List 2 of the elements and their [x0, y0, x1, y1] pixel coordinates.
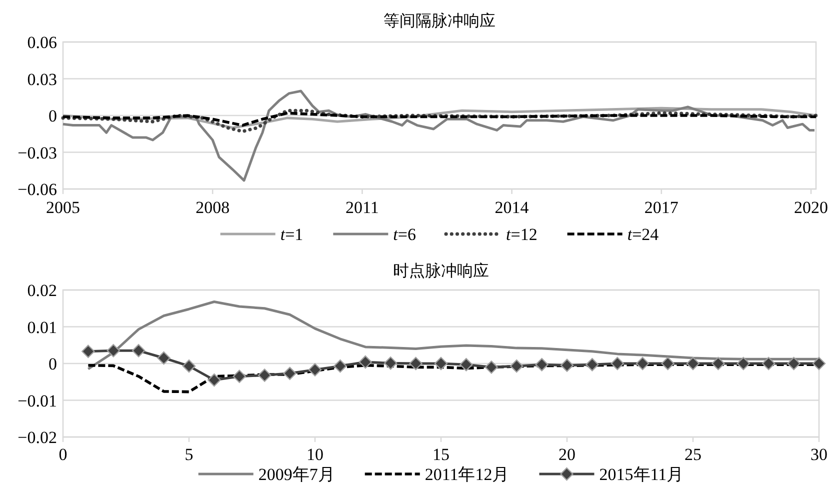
- title: 时点脉冲响应: [393, 263, 489, 280]
- title: 等间隔脉冲响应: [384, 13, 496, 30]
